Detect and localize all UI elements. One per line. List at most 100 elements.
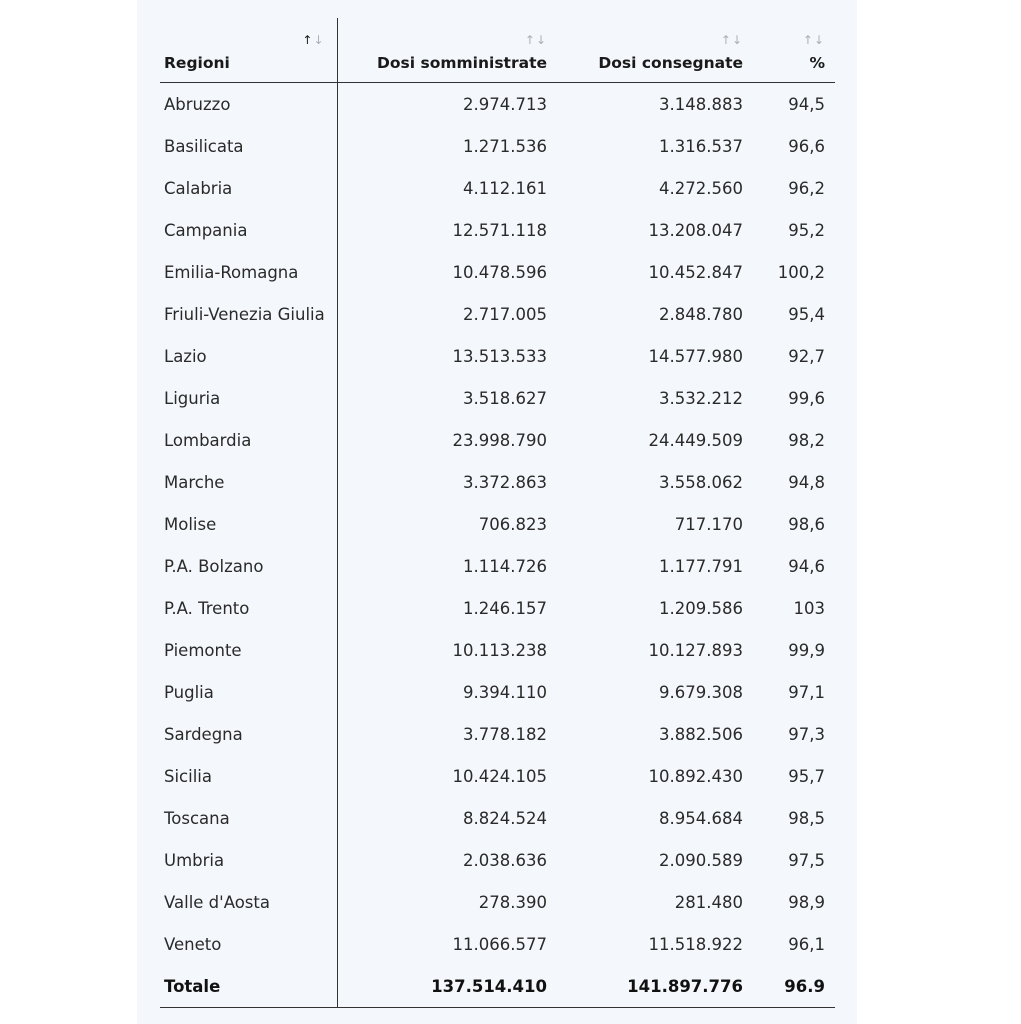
cell-pct: 98,2 — [788, 430, 825, 450]
table-row: Marche 3.372.863 3.558.062 94,8 — [160, 461, 835, 503]
table-row: Toscana 8.824.524 8.954.684 98,5 — [160, 797, 835, 839]
cell-consegnate: 10.892.430 — [648, 766, 743, 786]
column-header-regioni[interactable]: ↑↓ Regioni — [160, 18, 338, 83]
cell-somministrate: 11.066.577 — [452, 934, 547, 954]
cell-regione: Totale — [160, 965, 338, 1008]
table-row: Umbria 2.038.636 2.090.589 97,5 — [160, 839, 835, 881]
table-row: Sardegna 3.778.182 3.882.506 97,3 — [160, 713, 835, 755]
table-header-row: ↑↓ Regioni ↑↓ Dosi somministrate ↑↓ Dosi… — [160, 18, 835, 83]
cell-consegnate: 3.148.883 — [659, 94, 743, 114]
cell-consegnate: 3.558.062 — [659, 472, 743, 492]
table-row: Molise 706.823 717.170 98,6 — [160, 503, 835, 545]
cell-regione: Veneto — [160, 923, 338, 965]
cell-somministrate: 3.778.182 — [463, 724, 547, 744]
sort-icon[interactable]: ↑↓ — [802, 33, 825, 47]
cell-consegnate: 717.170 — [674, 514, 743, 534]
cell-pct: 95,4 — [788, 304, 825, 324]
cell-regione: Lazio — [160, 335, 338, 377]
cell-somministrate: 706.823 — [478, 514, 547, 534]
table-row: P.A. Bolzano 1.114.726 1.177.791 94,6 — [160, 545, 835, 587]
cell-regione: Basilicata — [160, 125, 338, 167]
table-row: Basilicata 1.271.536 1.316.537 96,6 — [160, 125, 835, 167]
cell-pct: 99,6 — [788, 388, 825, 408]
cell-somministrate: 23.998.790 — [452, 430, 547, 450]
cell-pct: 94,8 — [788, 472, 825, 492]
cell-regione: Campania — [160, 209, 338, 251]
cell-somministrate: 3.372.863 — [463, 472, 547, 492]
cell-somministrate: 1.246.157 — [463, 598, 547, 618]
cell-pct: 98,9 — [788, 892, 825, 912]
cell-pct: 96,6 — [788, 136, 825, 156]
column-header-dosi-somministrate[interactable]: ↑↓ Dosi somministrate — [337, 18, 557, 83]
cell-consegnate: 10.127.893 — [648, 640, 743, 660]
cell-pct: 97,5 — [788, 850, 825, 870]
vaccine-doses-table: ↑↓ Regioni ↑↓ Dosi somministrate ↑↓ Dosi… — [160, 18, 835, 1008]
cell-somministrate: 4.112.161 — [463, 178, 547, 198]
cell-consegnate: 10.452.847 — [648, 262, 743, 282]
cell-consegnate: 141.897.776 — [557, 965, 753, 1008]
cell-somministrate: 12.571.118 — [452, 220, 547, 240]
cell-regione: Liguria — [160, 377, 338, 419]
cell-somministrate: 3.518.627 — [463, 388, 547, 408]
cell-pct: 95,2 — [788, 220, 825, 240]
cell-somministrate: 2.717.005 — [463, 304, 547, 324]
cell-somministrate: 13.513.533 — [452, 346, 547, 366]
cell-somministrate: 8.824.524 — [463, 808, 547, 828]
cell-consegnate: 9.679.308 — [659, 682, 743, 702]
cell-somministrate: 10.478.596 — [452, 262, 547, 282]
sort-icon[interactable]: ↑↓ — [720, 33, 743, 47]
cell-regione: Marche — [160, 461, 338, 503]
column-header-percentuale[interactable]: ↑↓ % — [753, 18, 835, 83]
cell-consegnate: 2.090.589 — [659, 850, 743, 870]
cell-somministrate: 278.390 — [478, 892, 547, 912]
cell-pct: 95,7 — [788, 766, 825, 786]
column-header-dosi-consegnate[interactable]: ↑↓ Dosi consegnate — [557, 18, 753, 83]
cell-regione: Toscana — [160, 797, 338, 839]
table-row: Valle d'Aosta 278.390 281.480 98,9 — [160, 881, 835, 923]
cell-pct: 99,9 — [788, 640, 825, 660]
cell-somministrate: 10.424.105 — [452, 766, 547, 786]
cell-regione: Molise — [160, 503, 338, 545]
table-row: Calabria 4.112.161 4.272.560 96,2 — [160, 167, 835, 209]
table-row: Friuli-Venezia Giulia 2.717.005 2.848.780 9… — [160, 293, 835, 335]
cell-pct: 97,1 — [788, 682, 825, 702]
cell-consegnate: 14.577.980 — [648, 346, 743, 366]
cell-pct: 92,7 — [788, 346, 825, 366]
sort-icon[interactable]: ↑↓ — [302, 33, 325, 47]
cell-consegnate: 3.532.212 — [659, 388, 743, 408]
column-header-label: % — [809, 54, 825, 72]
cell-regione: P.A. Bolzano — [160, 545, 338, 587]
table-row: Lombardia 23.998.790 24.449.509 98,2 — [160, 419, 835, 461]
table-total-row: Totale 137.514.410 141.897.776 96.9 — [160, 965, 835, 1008]
cell-somministrate: 9.394.110 — [463, 682, 547, 702]
column-header-label: Regioni — [164, 54, 230, 72]
column-header-label: Dosi consegnate — [598, 54, 743, 72]
cell-somministrate: 1.271.536 — [463, 136, 547, 156]
cell-somministrate: 2.974.713 — [463, 94, 547, 114]
table-row: Abruzzo 2.974.713 3.148.883 94,5 — [160, 82, 835, 125]
cell-regione: Sicilia — [160, 755, 338, 797]
cell-pct: 97,3 — [788, 724, 825, 744]
cell-pct: 96,2 — [788, 178, 825, 198]
table-row: Piemonte 10.113.238 10.127.893 99,9 — [160, 629, 835, 671]
cell-consegnate: 8.954.684 — [659, 808, 743, 828]
cell-pct: 103 — [793, 598, 826, 618]
table-row: P.A. Trento 1.246.157 1.209.586 103 — [160, 587, 835, 629]
table-row: Lazio 13.513.533 14.577.980 92,7 — [160, 335, 835, 377]
cell-somministrate: 2.038.636 — [463, 850, 547, 870]
cell-pct: 96.9 — [753, 965, 835, 1008]
cell-regione: Calabria — [160, 167, 338, 209]
cell-regione: Abruzzo — [160, 82, 338, 125]
cell-consegnate: 24.449.509 — [648, 430, 743, 450]
cell-consegnate: 11.518.922 — [648, 934, 743, 954]
sort-icon[interactable]: ↑↓ — [524, 33, 547, 47]
cell-pct: 98,6 — [788, 514, 825, 534]
table-body: Abruzzo 2.974.713 3.148.883 94,5 Basilicata 1… — [160, 82, 835, 1008]
table-row: Sicilia 10.424.105 10.892.430 95,7 — [160, 755, 835, 797]
cell-regione: Lombardia — [160, 419, 338, 461]
cell-consegnate: 281.480 — [674, 892, 743, 912]
table-row: Campania 12.571.118 13.208.047 95,2 — [160, 209, 835, 251]
cell-consegnate: 1.316.537 — [659, 136, 743, 156]
column-header-label: Dosi somministrate — [377, 54, 547, 72]
cell-consegnate: 13.208.047 — [648, 220, 743, 240]
